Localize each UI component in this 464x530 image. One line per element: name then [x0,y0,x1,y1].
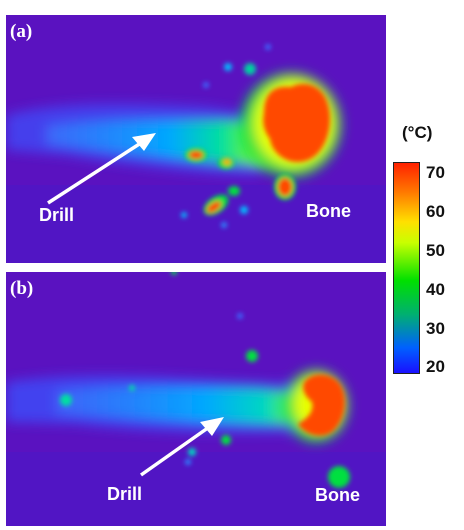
bone-label-b: Bone [315,485,360,505]
thermal-image-b: (b) Drill Bone [6,272,386,526]
colorbar-tick-20: 20 [426,357,445,376]
thermal-image-a: (a) Drill Bone [6,15,386,263]
thermal-image-a-graphic [6,15,386,263]
arrow-head-b [200,417,224,436]
drill-label-b: Drill [107,484,143,504]
colorbar-tick-30: 30 [426,319,445,338]
colorbar-unit-label: (°C) [402,123,433,142]
drill-arrow-b [139,423,214,477]
colorbar-tick-50: 50 [426,241,445,260]
arrow-head-a [132,133,156,151]
colorbar-tick-60: 60 [426,202,445,221]
panel-label-b: (b) [10,278,34,299]
drill-label-a: Drill [39,205,75,225]
colorbar-tick-70: 70 [426,163,445,182]
colorbar-tick-40: 40 [426,280,445,299]
bone-label-a: Bone [306,201,351,221]
panel-label-a: (a) [10,21,33,42]
drill-arrow-a [47,139,145,205]
thermal-image-b-graphic [6,272,386,526]
temperature-colorbar [393,162,420,374]
